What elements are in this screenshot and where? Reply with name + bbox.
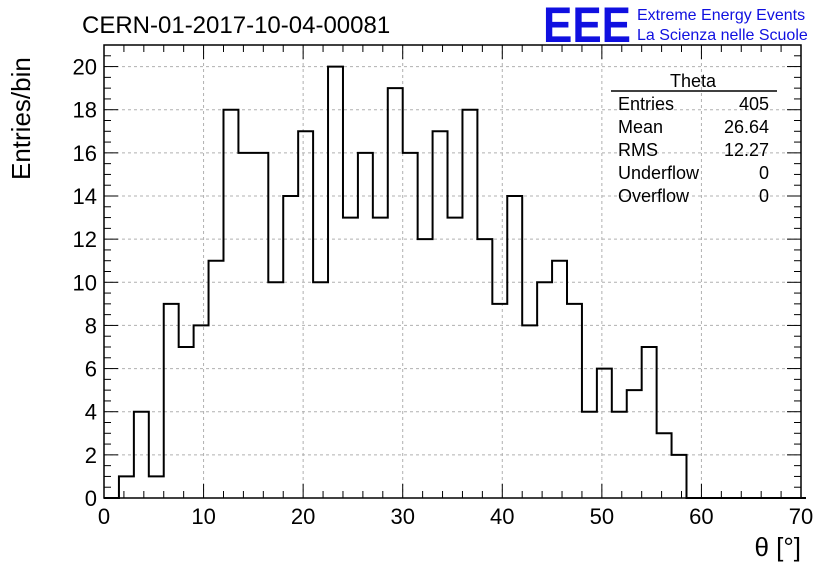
- stats-value-rms: 12.27: [724, 140, 769, 160]
- stats-box: Theta Entries 405 Mean 26.64 RMS 12.27 U…: [611, 71, 777, 206]
- x-tick-label: 70: [789, 504, 813, 529]
- histogram-bin: [448, 218, 463, 498]
- x-tick-label: 0: [98, 504, 110, 529]
- eee-logo-line1: Extreme Energy Events: [637, 7, 805, 24]
- histogram-bin: [627, 390, 642, 498]
- y-tick-label: 18: [73, 98, 97, 123]
- histogram-bin: [298, 131, 313, 498]
- y-tick-label: 14: [73, 184, 97, 209]
- y-tick-label: 10: [73, 270, 97, 295]
- histogram-bin: [388, 88, 403, 498]
- x-tick-label: 60: [689, 504, 713, 529]
- histogram-outline: [104, 65, 806, 499]
- y-tick-label: 16: [73, 141, 97, 166]
- stats-value-overflow: 0: [759, 186, 769, 206]
- y-tick-label: 4: [85, 400, 97, 425]
- x-tick-label: 10: [191, 504, 215, 529]
- histogram-bin: [507, 196, 522, 498]
- histogram-bars: [104, 65, 806, 499]
- stats-label-rms: RMS: [618, 140, 658, 160]
- eee-logo-mark: EEE: [543, 0, 631, 53]
- histogram-bin: [403, 153, 418, 498]
- histogram-bin: [582, 412, 597, 498]
- eee-logo: EEE Extreme Energy Events La Scienza nel…: [543, 0, 808, 53]
- histogram-bin: [612, 412, 627, 498]
- x-axis-label: θ [°]: [754, 532, 801, 562]
- stats-label-underflow: Underflow: [618, 163, 700, 183]
- histogram-bin: [164, 304, 179, 498]
- stats-label-entries: Entries: [618, 94, 674, 114]
- x-tick-label: 30: [390, 504, 414, 529]
- stats-title: Theta: [670, 71, 717, 91]
- y-tick-label: 8: [85, 313, 97, 338]
- y-tick-label: 6: [85, 357, 97, 382]
- stats-value-mean: 26.64: [724, 117, 769, 137]
- x-tick-label: 50: [590, 504, 614, 529]
- plot-title: CERN-01-2017-10-04-00081: [82, 12, 390, 39]
- histogram-bin: [149, 476, 164, 498]
- stats-label-mean: Mean: [618, 117, 663, 137]
- histogram-bin: [477, 239, 492, 498]
- histogram-bin: [433, 131, 448, 498]
- histogram-bin: [328, 67, 343, 498]
- histogram-bin: [373, 218, 388, 498]
- stats-value-entries: 405: [739, 94, 769, 114]
- histogram-bin: [253, 153, 268, 498]
- y-tick-labels: 0 2 4 6 8 10 12 14 16 18 20: [73, 55, 97, 511]
- histogram-bin: [194, 325, 209, 498]
- histogram-bin: [343, 218, 358, 498]
- y-tick-label: 2: [85, 443, 97, 468]
- histogram-bin: [642, 347, 657, 498]
- eee-logo-line2: La Scienza nelle Scuole: [637, 27, 808, 44]
- histogram-bin: [462, 110, 477, 498]
- histogram-bin: [223, 110, 238, 498]
- histogram-bin: [283, 196, 298, 498]
- x-tick-labels: 0 10 20 30 40 50 60 70: [98, 504, 813, 529]
- histogram-bin: [492, 304, 507, 498]
- histogram-bin: [418, 239, 433, 498]
- histogram-bin: [522, 325, 537, 498]
- y-tick-label: 0: [85, 486, 97, 511]
- y-tick-label: 12: [73, 227, 97, 252]
- histogram-bin: [268, 282, 283, 498]
- histogram-bin: [313, 282, 328, 498]
- histogram-bin: [134, 412, 149, 498]
- histogram-bin: [552, 261, 567, 498]
- histogram-bin: [567, 304, 582, 498]
- histogram-bin: [119, 476, 134, 498]
- y-axis-label: Entries/bin: [6, 57, 36, 180]
- grid: [104, 45, 801, 498]
- histogram-bin: [597, 369, 612, 498]
- histogram-bin: [537, 282, 552, 498]
- histogram-bin: [209, 261, 224, 498]
- stats-value-underflow: 0: [759, 163, 769, 183]
- histogram-bin: [657, 433, 672, 498]
- histogram-bin: [358, 153, 373, 498]
- histogram-bin: [179, 347, 194, 498]
- histogram-bin: [238, 153, 253, 498]
- x-tick-label: 20: [291, 504, 315, 529]
- histogram-bin: [672, 455, 687, 498]
- stats-label-overflow: Overflow: [618, 186, 690, 206]
- x-tick-label: 40: [490, 504, 514, 529]
- axis-ticks: [103, 44, 802, 499]
- y-tick-label: 20: [73, 55, 97, 80]
